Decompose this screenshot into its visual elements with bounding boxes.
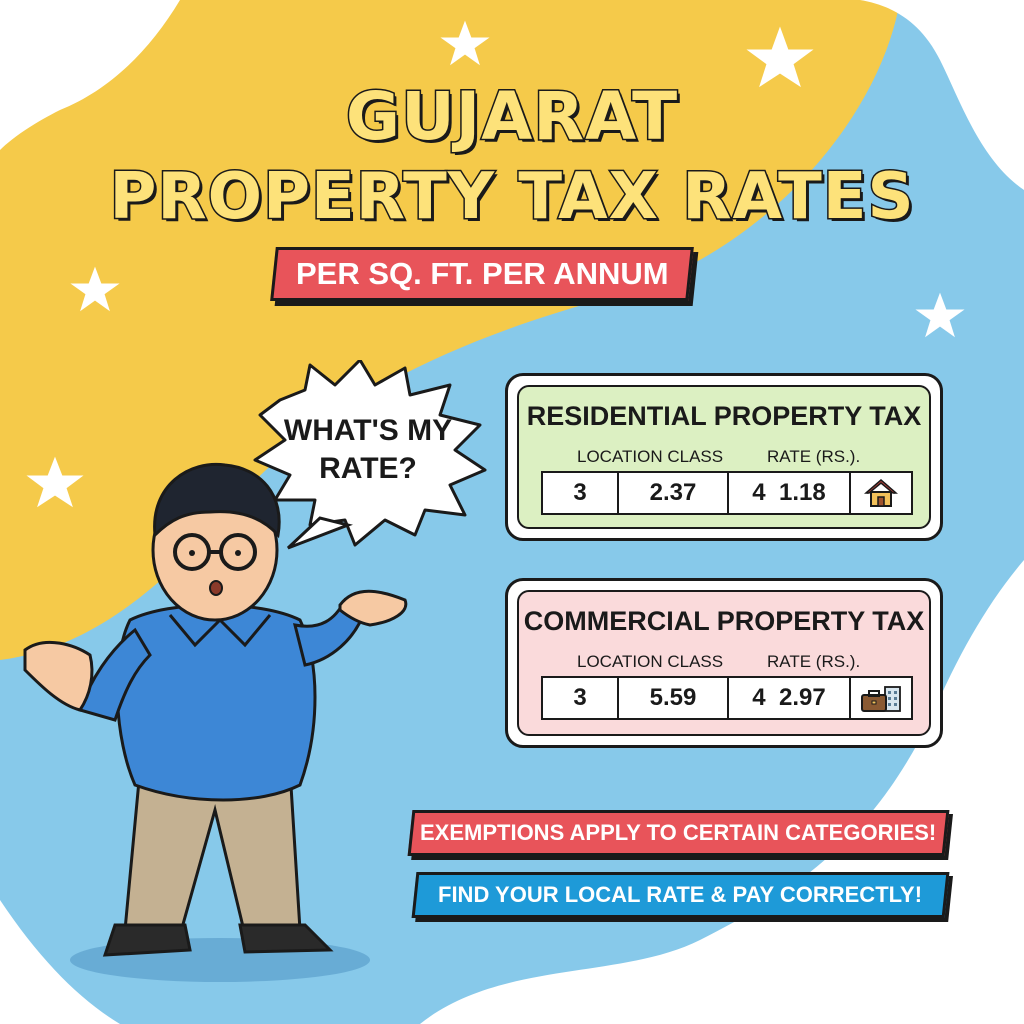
commercial-col-rate: RATE (RS.). [767, 652, 861, 671]
commercial-cell: 5.59 [619, 678, 729, 718]
title-line-2: PROPERTY TAX RATES [108, 159, 915, 236]
residential-card-title: RESIDENTIAL PROPERTY TAX [526, 401, 922, 431]
residential-card-inner: RESIDENTIAL PROPERTY TAX LOCATION CLASS … [517, 385, 931, 529]
residential-cell: 4 1.18 [729, 473, 851, 513]
commercial-col-location: LOCATION CLASS [577, 652, 724, 671]
subtitle-ribbon: PER SQ. FT. PER ANNUM [270, 247, 694, 301]
title-line-1: GUJARAT [344, 77, 679, 157]
residential-icon-cell [851, 473, 911, 513]
residential-cell: 3 [543, 473, 619, 513]
subtitle-text: PER SQ. FT. PER ANNUM [295, 256, 669, 291]
star-icon [26, 456, 84, 508]
speech-bubble [253, 360, 487, 550]
residential-cell: 2.37 [619, 473, 729, 513]
star-icon [915, 292, 965, 338]
briefcase-building-icon [861, 686, 901, 712]
commercial-card-title: COMMERCIAL PROPERTY TAX [523, 606, 925, 636]
speech-bubble-text: WHAT'S MY RATE? [268, 412, 468, 488]
star-icon [746, 26, 814, 88]
commercial-rate-row: 3 5.59 4 2.97 [541, 676, 913, 720]
residential-col-location: LOCATION CLASS [577, 447, 724, 466]
star-icon [440, 20, 490, 66]
residential-rate-row: 3 2.37 4 1.18 [541, 471, 913, 515]
speech-line-1: WHAT'S MY [283, 414, 453, 447]
commercial-cell: 3 [543, 678, 619, 718]
commercial-card-inner: COMMERCIAL PROPERTY TAX LOCATION CLASS R… [517, 590, 931, 736]
speech-line-2: RATE? [319, 452, 417, 485]
find-rate-text: FIND YOUR LOCAL RATE & PAY CORRECTLY! [438, 882, 923, 907]
find-rate-banner: FIND YOUR LOCAL RATE & PAY CORRECTLY! [411, 872, 950, 918]
star-icon [70, 266, 120, 312]
exemptions-text: EXEMPTIONS APPLY TO CERTAIN CATEGORIES! [420, 820, 937, 845]
residential-tax-card: RESIDENTIAL PROPERTY TAX LOCATION CLASS … [505, 373, 943, 541]
commercial-cell: 4 2.97 [729, 678, 851, 718]
residential-col-rate: RATE (RS.). [767, 447, 861, 466]
house-icon [864, 479, 898, 507]
cartoon-man-illustration [23, 462, 408, 982]
commercial-tax-card: COMMERCIAL PROPERTY TAX LOCATION CLASS R… [505, 578, 943, 748]
exemptions-banner: EXEMPTIONS APPLY TO CERTAIN CATEGORIES! [407, 810, 950, 856]
commercial-icon-cell [851, 678, 911, 718]
